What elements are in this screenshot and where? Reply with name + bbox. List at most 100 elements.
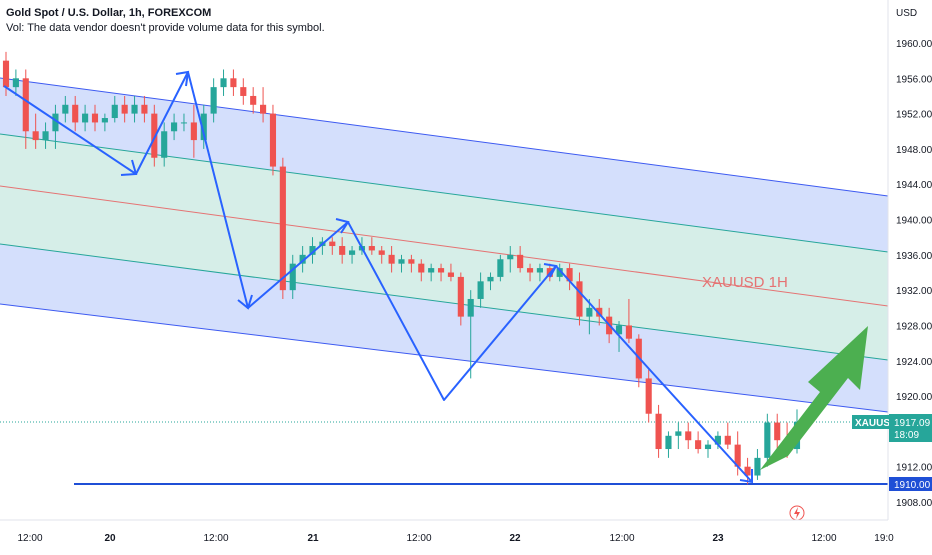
candle-down[interactable] (339, 246, 346, 255)
candle-up[interactable] (131, 104, 138, 114)
time-axis[interactable] (0, 520, 932, 550)
candle-up[interactable] (12, 78, 19, 88)
candle-up[interactable] (42, 131, 49, 141)
candle-down[interactable] (190, 122, 197, 141)
candle-down[interactable] (240, 87, 247, 96)
candle-up[interactable] (615, 325, 623, 335)
candle-down[interactable] (596, 307, 603, 317)
candle-down[interactable] (724, 435, 731, 445)
candle-down[interactable] (576, 281, 583, 317)
candle-down[interactable] (774, 422, 781, 441)
last-price-badge[interactable] (889, 414, 932, 442)
candle-down[interactable] (269, 113, 277, 167)
candle-up[interactable] (101, 118, 108, 123)
time-tick-label: 22 (509, 533, 521, 544)
candle-up[interactable] (586, 307, 593, 317)
channel-upper-line[interactable] (0, 77, 889, 197)
candle-up[interactable] (714, 435, 721, 445)
candle-up[interactable] (82, 113, 89, 123)
candle-up[interactable] (52, 113, 59, 132)
candle-down[interactable] (378, 250, 385, 255)
candle-up[interactable] (556, 268, 563, 277)
chart-legend: Gold Spot / U.S. Dollar, 1h, FOREXCOM Vo… (6, 6, 325, 36)
candle-up[interactable] (220, 78, 227, 88)
candle-down[interactable] (447, 272, 455, 277)
candle-down[interactable] (685, 431, 692, 441)
candle-down[interactable] (279, 166, 286, 291)
candle-up[interactable] (665, 435, 672, 450)
arrowhead-1 (120, 159, 138, 176)
candle-down[interactable] (72, 104, 79, 123)
channel-inner-lower-line[interactable] (0, 243, 889, 361)
candle-up[interactable] (675, 431, 682, 436)
arrowhead-5 (543, 263, 558, 278)
candle-down[interactable] (734, 444, 741, 467)
candle-up[interactable] (487, 276, 494, 282)
candle-up[interactable] (299, 254, 306, 264)
candle-down[interactable] (625, 325, 632, 339)
time-tick-label: 21 (307, 533, 319, 544)
candle-down[interactable] (437, 268, 445, 273)
candle-down[interactable] (2, 60, 10, 88)
candle-up[interactable] (161, 131, 168, 158)
candle-down[interactable] (418, 263, 425, 273)
candle-up[interactable] (754, 457, 761, 476)
candle-up[interactable] (111, 104, 118, 119)
candle-up[interactable] (62, 104, 69, 114)
candle-down[interactable] (91, 113, 99, 123)
candle-down[interactable] (526, 268, 534, 273)
candle-down[interactable] (22, 78, 29, 132)
candle-up[interactable] (507, 254, 514, 260)
candle-down[interactable] (645, 378, 652, 414)
legend-title[interactable]: Gold Spot / U.S. Dollar, 1h, FOREXCOM (6, 7, 212, 19)
candle-up[interactable] (536, 268, 543, 273)
price-tick-label: 1908.00 (896, 498, 932, 509)
candle-up[interactable] (210, 87, 217, 114)
candle-down[interactable] (230, 78, 237, 88)
candle-down[interactable] (457, 276, 464, 317)
candle-up[interactable] (467, 298, 474, 317)
candle-up[interactable] (309, 246, 316, 255)
candle-up[interactable] (171, 122, 178, 132)
arrowhead-3 (237, 294, 253, 310)
candle-down[interactable] (368, 246, 375, 251)
candle-up[interactable] (497, 259, 504, 277)
symbol-badge[interactable] (852, 415, 889, 429)
candle-up[interactable] (398, 259, 405, 264)
candle-down[interactable] (151, 113, 158, 158)
candle-down[interactable] (329, 241, 336, 247)
price-tick-label: 1960.00 (896, 39, 932, 50)
candle-up[interactable] (764, 422, 771, 458)
candle-down[interactable] (744, 466, 751, 476)
candle-up[interactable] (200, 113, 207, 141)
candle-down[interactable] (655, 413, 662, 450)
channel-inner-upper-line[interactable] (0, 133, 889, 253)
candle-down[interactable] (250, 95, 257, 105)
candle-down[interactable] (408, 259, 415, 264)
candle-down[interactable] (32, 131, 39, 141)
candle-down[interactable] (141, 104, 148, 114)
candle-up[interactable] (180, 122, 188, 124)
channel-mid-line[interactable] (0, 185, 889, 307)
candle-down[interactable] (517, 254, 524, 269)
price-tick-label: 1940.00 (896, 216, 932, 227)
candle-down[interactable] (566, 268, 573, 282)
chart-annotation-label[interactable]: XAUUSD 1H (702, 274, 788, 291)
candle-up[interactable] (348, 250, 356, 255)
candle-up[interactable] (428, 268, 435, 273)
price-tick-label: 1932.00 (896, 286, 932, 297)
channel-lower-line[interactable] (0, 303, 889, 413)
support-price-badge[interactable] (889, 477, 932, 491)
time-tick-label: 12:00 (609, 533, 634, 544)
price-tick-label: 1924.00 (896, 357, 932, 368)
candle-down[interactable] (388, 254, 395, 264)
candle-up[interactable] (704, 444, 712, 450)
candle-down[interactable] (260, 104, 267, 114)
candle-down[interactable] (695, 440, 702, 450)
bullish-arrow-icon[interactable] (760, 326, 868, 470)
candle-up[interactable] (477, 281, 484, 299)
candle-down[interactable] (121, 104, 128, 114)
candle-up[interactable] (289, 263, 296, 291)
